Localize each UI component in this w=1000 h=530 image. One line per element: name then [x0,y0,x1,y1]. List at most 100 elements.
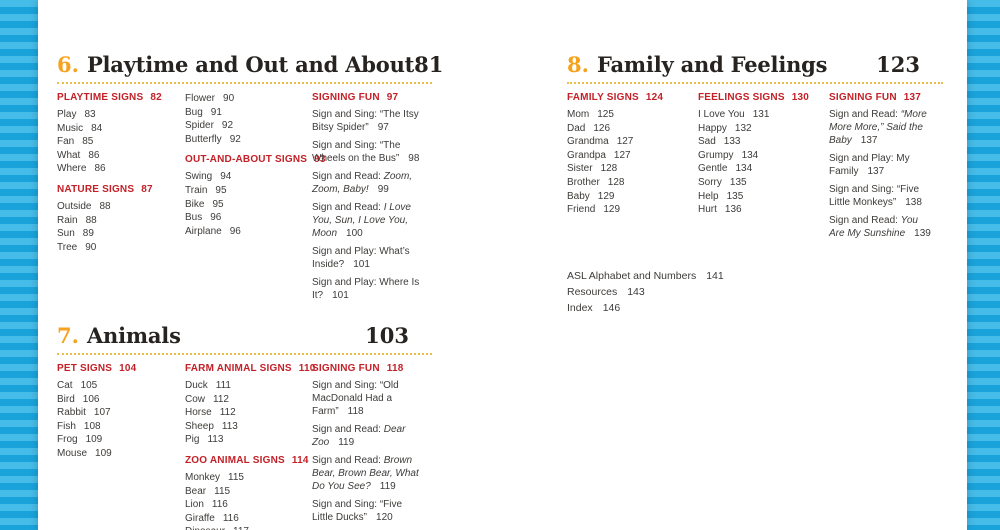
item-label: Mouse [57,447,88,459]
entry-prefix: Sign and Read: [312,424,384,435]
signing-fun-entry: Sign and Play: What’s Inside? 101 [312,245,422,271]
toc-item: Cat 105 [57,379,175,393]
section-number: 8. [567,52,589,77]
item-label: Fish [57,420,76,432]
entry-title: “Five Little Monkeys” [829,184,920,208]
item-page-number: 94 [220,171,232,183]
entry-prefix: Sign and Play: [312,277,380,288]
section-heading: 7. Animals 103 [57,323,432,348]
group-label: FARM ANIMAL SIGNS [185,363,292,374]
item-page-number: 127 [616,136,634,148]
group-page-number: 110 [298,363,316,374]
toc-item: Fan 85 [57,135,175,149]
item-page-number: 90 [223,93,235,104]
group-label: FAMILY SIGNS [567,92,639,103]
item-label: Outside [57,200,92,212]
book-page-spread: 6. Playtime and Out and About 81 PLAYTIME S… [38,0,967,530]
section-columns: PLAYTIME SIGNS 82 Play 83 Music 84 Fan 85 What 86… [57,92,432,307]
item-label: Monkey [185,471,221,483]
group-page-number: 118 [386,363,404,374]
item-page-number: 117 [233,526,249,530]
item-label: Tree [57,241,78,253]
item-page-number: 109 [85,434,103,446]
entry-prefix: Sign and Read: [829,109,901,120]
item-page-number: 113 [207,434,224,446]
group-page-number: 114 [291,454,309,466]
item-page-number: 136 [724,204,742,216]
toc-item: What 86 [57,149,175,163]
signing-fun-entry: Sign and Sing: “Five Little Ducks” 120 [312,498,422,524]
item-label: Mom [567,109,590,120]
toc-item: Help 135 [698,190,819,204]
item-label: Help [698,190,719,202]
item-label: Horse [185,407,212,419]
entry-prefix: Sign and Sing: [312,499,380,510]
group-heading: NATURE SIGNS 87 [57,184,175,196]
section-page-number: 81 [414,52,444,77]
entry-prefix: Sign and Sing: [312,140,380,151]
item-page-number: 89 [82,228,94,240]
back-matter-item: ASL Alphabet and Numbers 141 [567,268,943,284]
item-page-number: 112 [213,393,229,405]
group-heading: OUT-AND-ABOUT SIGNS 93 [185,154,325,166]
signing-fun-entry: Sign and Sing: “The Itsy Bitsy Spider” 97 [312,108,422,134]
section-heading: 6. Playtime and Out and About 81 [57,52,443,77]
item-page-number: 129 [603,204,621,216]
toc-section: 6. Playtime and Out and About 81 PLAYTIME S… [57,52,443,307]
group-label: PLAYTIME SIGNS [57,92,144,103]
group-page-number: 97 [386,92,399,103]
item-label: Cat [57,380,73,391]
entry-title: Where Is It? [312,277,420,301]
entry-page-number: 137 [860,135,878,146]
item-page-number: 95 [215,184,227,196]
item-label: Baby [567,190,590,202]
toc-item: Pig 113 [185,433,302,447]
item-label: Bus [185,212,203,224]
group-page-number: 87 [141,183,153,195]
signing-fun-entry: Sign and Read: You Are My Sunshine 139 [829,214,933,240]
entry-prefix: Sign and Read: [312,171,384,182]
entry-page-number: 98 [408,153,420,164]
item-page-number: 96 [210,212,222,224]
item-label: I Love You [698,109,745,120]
toc-item: Bug 91 [185,106,302,120]
group-page-number: 130 [791,92,809,103]
section-heading: 8. Family and Feelings 123 [567,52,943,77]
entry-prefix: Sign and Play: [829,153,897,164]
item-label: Sorry [698,176,722,188]
toc-item: Dad 126 [567,122,688,136]
group-label: PET SIGNS [57,363,113,374]
signing-fun-entry: Sign and Sing: “Five Little Monkeys” 138 [829,183,933,209]
back-matter-label: Resources [567,286,618,298]
toc-item: Bike 95 [185,198,302,212]
toc-item: Sister 128 [567,162,688,176]
item-page-number: 134 [735,163,753,175]
item-page-number: 127 [613,149,631,161]
item-label: Dad [567,122,586,134]
toc-item: Music 84 [57,122,175,136]
signing-fun-entry: Sign and Read: Dear Zoo 119 [312,423,422,449]
item-page-number: 108 [83,420,101,432]
entry-page-number: 139 [914,228,931,239]
entry-prefix: Sign and Sing: [829,184,897,195]
item-page-number: 88 [99,200,111,212]
group-label: ZOO ANIMAL SIGNS [185,454,285,466]
item-label: Sheep [185,420,214,432]
toc-item: Flower 90 [185,92,302,106]
toc-item: Outside 88 [57,200,175,214]
item-label: Bike [185,198,205,210]
entry-page-number: 101 [332,290,349,301]
toc-column: SIGNING FUN 137 Sign and Read: “More More … [829,92,943,245]
entry-page-number: 97 [377,122,389,133]
item-page-number: 112 [219,407,236,419]
item-page-number: 125 [597,109,614,120]
toc-item: Bus 96 [185,211,302,225]
item-page-number: 131 [752,109,770,120]
item-label: Butterfly [185,133,222,145]
item-page-number: 115 [228,471,244,483]
entry-title: “The Wheels on the Bus” [312,140,401,164]
item-label: Fan [57,136,75,148]
item-page-number: 133 [723,136,741,148]
entry-prefix: Sign and Sing: [312,380,380,391]
entry-title: “Old MacDonald Had a Farm” [312,380,399,417]
